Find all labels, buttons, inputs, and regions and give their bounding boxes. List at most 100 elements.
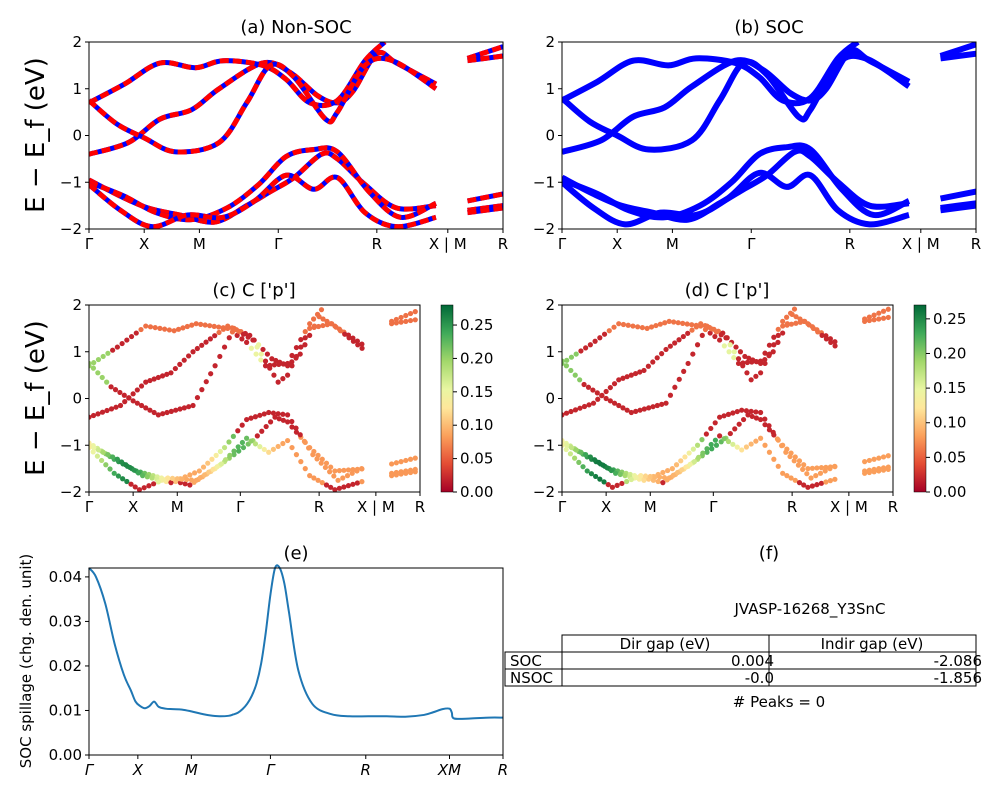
band-point bbox=[721, 343, 727, 349]
band-point bbox=[564, 357, 570, 363]
band-point bbox=[320, 322, 326, 329]
table-cell bbox=[768, 668, 977, 687]
band-point bbox=[748, 377, 754, 383]
band-point bbox=[680, 333, 686, 340]
band-point bbox=[133, 330, 139, 336]
band-point bbox=[285, 360, 291, 367]
band-point bbox=[690, 351, 696, 357]
band-line-red bbox=[89, 42, 387, 109]
band-point bbox=[862, 459, 868, 465]
band-point bbox=[792, 477, 798, 483]
band-point bbox=[244, 435, 250, 441]
band-point bbox=[199, 387, 205, 393]
band-point bbox=[862, 318, 868, 324]
band-point bbox=[666, 318, 672, 324]
band-point bbox=[601, 331, 608, 337]
band-point bbox=[262, 363, 269, 369]
band-point bbox=[726, 349, 732, 355]
band-point bbox=[814, 465, 820, 471]
band-point bbox=[139, 473, 146, 479]
band-point bbox=[620, 405, 626, 411]
band-point bbox=[108, 384, 114, 390]
gap-table: Dir gap (eV) Indir gap (eV) SOC 0.004 -2… bbox=[504, 634, 982, 687]
band-point bbox=[562, 358, 565, 364]
band-point bbox=[328, 484, 334, 490]
band-point bbox=[818, 465, 824, 471]
band-point bbox=[205, 460, 211, 466]
band-point bbox=[403, 312, 409, 319]
band-point bbox=[567, 451, 574, 457]
band-point bbox=[723, 335, 729, 341]
band-point bbox=[147, 377, 153, 384]
band-point bbox=[823, 336, 830, 342]
band-point bbox=[762, 416, 768, 422]
y-tick-label: 0 bbox=[72, 127, 82, 145]
band-point bbox=[245, 334, 251, 340]
band-line bbox=[562, 42, 860, 107]
band-point bbox=[254, 344, 260, 350]
y-tick-label: −2 bbox=[60, 483, 82, 501]
colorbar-tick-label: 0.00 bbox=[460, 483, 493, 501]
table-cell-value: -0.0 bbox=[745, 669, 774, 687]
band-point bbox=[689, 322, 695, 328]
band-point bbox=[573, 351, 579, 357]
band-point bbox=[261, 446, 267, 453]
panel-a-ylabel: E − E_f (eV) bbox=[21, 57, 51, 213]
band-point bbox=[624, 374, 630, 380]
band-point bbox=[143, 405, 149, 411]
band-point bbox=[341, 484, 347, 490]
band-point bbox=[775, 339, 781, 345]
band-point bbox=[758, 435, 764, 441]
panel-a-title: (a) Non-SOC bbox=[240, 17, 351, 38]
band-point bbox=[672, 384, 678, 390]
band-point bbox=[601, 479, 607, 485]
band-point bbox=[568, 367, 574, 374]
panel-a-frame bbox=[88, 41, 504, 230]
y-tick-label: 2 bbox=[545, 296, 555, 314]
panel-b-title: (b) SOC bbox=[734, 17, 803, 38]
band-point bbox=[733, 344, 739, 350]
x-tick-label: XM bbox=[437, 761, 461, 779]
band-point bbox=[647, 473, 653, 480]
band-point bbox=[168, 370, 174, 376]
band-point bbox=[323, 482, 330, 488]
band-point bbox=[164, 409, 170, 416]
band-point bbox=[114, 344, 120, 350]
band-point bbox=[115, 473, 122, 479]
x-tick-label: M bbox=[644, 498, 657, 516]
table-row-label: SOC bbox=[510, 652, 542, 670]
band-point bbox=[227, 452, 233, 458]
band-point bbox=[791, 458, 797, 464]
band-line bbox=[940, 50, 976, 62]
band-point bbox=[95, 447, 102, 453]
band-point bbox=[815, 329, 821, 335]
x-tick-label: Γ bbox=[709, 498, 718, 516]
band-point bbox=[581, 403, 588, 410]
band-point bbox=[349, 470, 355, 476]
band-point bbox=[805, 484, 811, 490]
band-point bbox=[275, 443, 281, 450]
band-point bbox=[753, 415, 759, 421]
band-point bbox=[240, 444, 247, 451]
band-point bbox=[583, 345, 589, 351]
band-point bbox=[393, 460, 399, 466]
x-tick-label: R bbox=[498, 235, 508, 253]
band-point bbox=[111, 470, 117, 476]
band-point bbox=[342, 331, 348, 337]
band-point bbox=[318, 460, 324, 466]
band-point bbox=[359, 345, 365, 351]
band-point bbox=[671, 319, 677, 325]
y-tick-label: 0.03 bbox=[49, 612, 82, 630]
band-point bbox=[606, 328, 612, 334]
band-point bbox=[813, 473, 819, 479]
band-point bbox=[822, 468, 828, 474]
x-tick-label: R bbox=[787, 498, 797, 516]
band-point bbox=[130, 398, 136, 404]
band-point bbox=[603, 395, 609, 402]
x-tick-label: Γ bbox=[558, 235, 567, 253]
band-point bbox=[662, 320, 668, 326]
band-point bbox=[766, 342, 773, 348]
band-point bbox=[324, 322, 330, 328]
band-point bbox=[190, 349, 196, 355]
